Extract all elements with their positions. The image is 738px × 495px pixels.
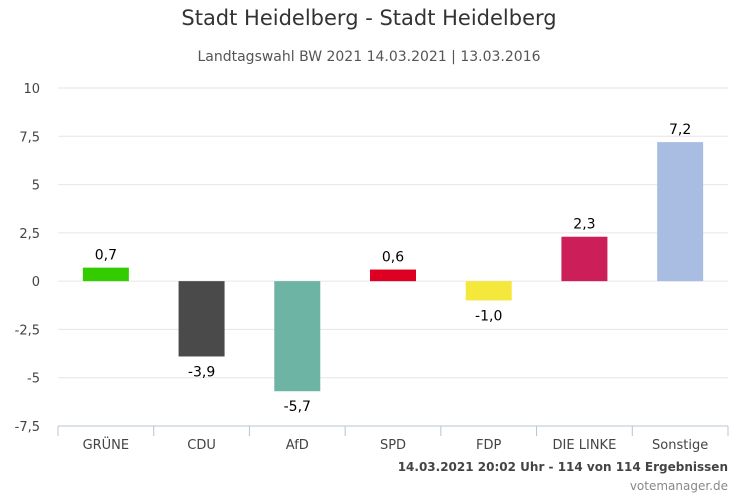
y-tick-label: -7,5: [15, 420, 40, 435]
results-status: 14.03.2021 20:02 Uhr - 114 von 114 Ergeb…: [397, 460, 728, 474]
data-label: -1,0: [475, 308, 502, 324]
x-category-label: SPD: [380, 438, 406, 453]
bar-cdu[interactable]: [178, 281, 225, 357]
x-category-label: GRÜNE: [83, 436, 130, 453]
bar-die-linke[interactable]: [561, 236, 608, 282]
x-category-label: DIE LINKE: [553, 438, 617, 453]
y-tick-label: 7,5: [19, 130, 40, 145]
data-label: -3,9: [188, 364, 215, 380]
y-tick-label: 2,5: [19, 227, 40, 242]
x-category-label: CDU: [187, 438, 216, 453]
data-label: -5,7: [284, 399, 311, 415]
bar-afd[interactable]: [274, 281, 321, 392]
y-tick-label: 10: [23, 82, 40, 97]
y-tick-label: 0: [32, 275, 40, 290]
bar-fdp[interactable]: [465, 281, 512, 301]
bar-spd[interactable]: [370, 269, 416, 282]
x-category-label: AfD: [286, 438, 309, 453]
x-category-label: FDP: [476, 438, 501, 453]
data-label: 0,6: [382, 250, 404, 266]
data-label: 0,7: [95, 248, 117, 264]
chart-title: Stadt Heidelberg - Stadt Heidelberg: [181, 6, 557, 30]
bar-gr-ne[interactable]: [82, 267, 129, 282]
y-tick-label: 5: [32, 179, 40, 194]
y-tick-label: -2,5: [15, 323, 40, 338]
chart-subtitle: Landtagswahl BW 2021 14.03.2021 | 13.03.…: [197, 49, 541, 65]
bar-sonstige[interactable]: [657, 142, 704, 282]
y-tick-label: -5: [27, 372, 40, 387]
credits-link[interactable]: votemanager.de: [629, 479, 728, 493]
data-label: 7,2: [669, 122, 691, 138]
x-category-label: Sonstige: [652, 438, 708, 453]
data-label: 2,3: [573, 217, 595, 233]
